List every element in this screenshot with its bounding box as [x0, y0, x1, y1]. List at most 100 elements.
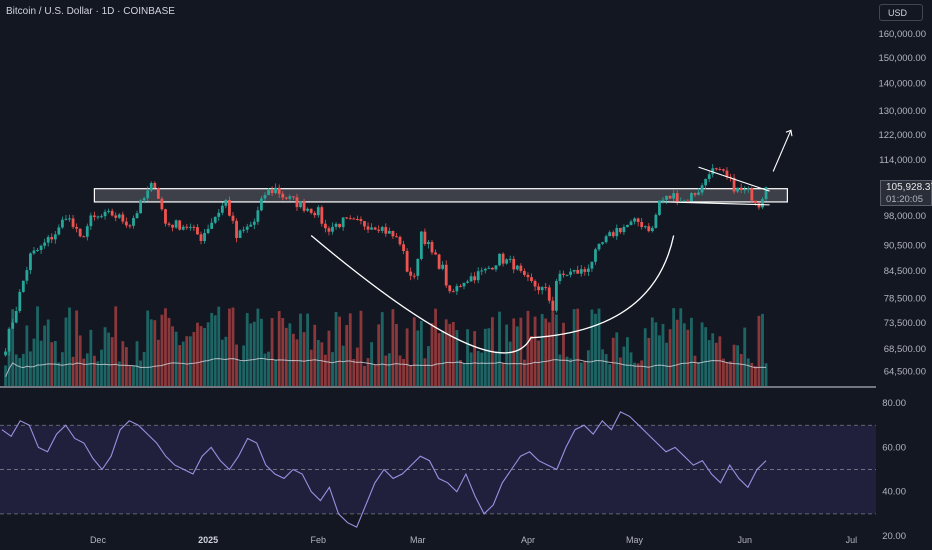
projection-arrow	[772, 130, 792, 172]
volume-bar	[292, 333, 295, 386]
candle-body	[608, 232, 612, 237]
volume-bar	[149, 319, 153, 386]
volume-bar	[618, 357, 622, 386]
candle-body	[334, 223, 338, 227]
candle-body	[263, 195, 267, 199]
volume-bar	[416, 330, 420, 386]
candle-body	[14, 311, 18, 323]
candle-body	[487, 267, 491, 269]
candle-body	[370, 227, 373, 230]
volume-bar	[736, 345, 740, 386]
volume-bar	[633, 362, 636, 386]
time-axis-label: 2025	[198, 535, 218, 545]
candle-body	[665, 195, 668, 200]
candle-body	[459, 286, 462, 288]
candle-body	[210, 222, 214, 229]
volume-bar	[238, 361, 242, 386]
candle-body	[736, 187, 740, 192]
candle-body	[36, 249, 39, 251]
volume-bar	[540, 314, 544, 386]
candle-body	[149, 183, 153, 191]
candle-body	[153, 183, 157, 189]
candle-body	[462, 282, 466, 287]
candle-body	[746, 188, 750, 190]
volume-bar	[398, 355, 402, 386]
volume-bar	[459, 359, 462, 386]
volume-series	[4, 306, 768, 386]
candle-body	[519, 265, 523, 272]
volume-bar	[153, 320, 157, 386]
candle-body	[217, 212, 221, 217]
candle-body	[359, 219, 363, 222]
rsi-axis-label: 20.00	[882, 531, 906, 542]
candle-body	[252, 221, 256, 225]
candle-body	[146, 190, 150, 199]
volume-bar	[36, 306, 39, 386]
volume-bar	[135, 341, 139, 386]
volume-bar	[434, 308, 437, 386]
candle-body	[213, 216, 217, 223]
currency-button[interactable]: USD	[879, 4, 923, 21]
candle-body	[643, 226, 647, 228]
candle-body	[732, 177, 736, 192]
candle-body	[682, 200, 686, 202]
volume-bar	[43, 325, 47, 386]
candle-body	[675, 193, 679, 203]
candle-body	[231, 215, 235, 221]
candle-body	[178, 220, 182, 230]
volume-bar	[643, 328, 647, 386]
volume-bar	[341, 345, 345, 386]
price-axis-label: 114,000.00	[879, 155, 926, 166]
candle-body	[526, 274, 530, 278]
volume-bar	[114, 306, 118, 386]
volume-bar	[462, 363, 466, 386]
volume-bar	[288, 323, 292, 386]
volume-bar	[391, 309, 395, 386]
volume-bar	[7, 329, 11, 386]
candle-body	[391, 231, 395, 237]
volume-bar	[132, 365, 135, 386]
volume-bar	[277, 311, 281, 386]
candle-body	[405, 251, 409, 272]
price-axis-label: 64,500.00	[884, 366, 926, 377]
candle-body	[281, 193, 285, 198]
candle-body	[327, 228, 331, 232]
volume-bar	[412, 317, 416, 386]
volume-bar	[586, 350, 590, 386]
volume-bar	[323, 354, 327, 386]
volume-bar	[480, 352, 484, 386]
volume-bar	[64, 317, 68, 386]
volume-bar	[306, 313, 310, 386]
candle-body	[75, 226, 79, 229]
time-axis-label: Dec	[90, 535, 107, 545]
candle-body	[640, 221, 644, 227]
volume-bar	[629, 352, 633, 386]
candle-body	[654, 214, 658, 228]
candle-series	[4, 164, 768, 357]
candle-body	[32, 250, 36, 254]
candle-body	[604, 236, 608, 243]
volume-bar	[714, 342, 718, 386]
candle-body	[78, 228, 82, 237]
candle-body	[242, 229, 246, 231]
candle-body	[668, 195, 672, 199]
candle-body	[601, 242, 604, 244]
candle-body	[188, 226, 192, 228]
price-axis-label: 68,500.00	[884, 344, 926, 355]
candle-body	[494, 265, 498, 270]
candle-body	[633, 218, 636, 222]
candle-body	[395, 236, 398, 238]
volume-bar	[96, 361, 100, 386]
candle-body	[256, 210, 260, 222]
volume-bar	[661, 323, 665, 386]
volume-bar	[39, 340, 43, 386]
volume-bar	[615, 332, 619, 386]
candle-body	[387, 231, 391, 234]
volume-bar	[483, 328, 487, 386]
candle-body	[85, 226, 89, 237]
candle-body	[320, 207, 324, 224]
volume-bar	[146, 310, 150, 386]
candle-body	[220, 205, 224, 213]
volume-bar	[373, 364, 377, 386]
